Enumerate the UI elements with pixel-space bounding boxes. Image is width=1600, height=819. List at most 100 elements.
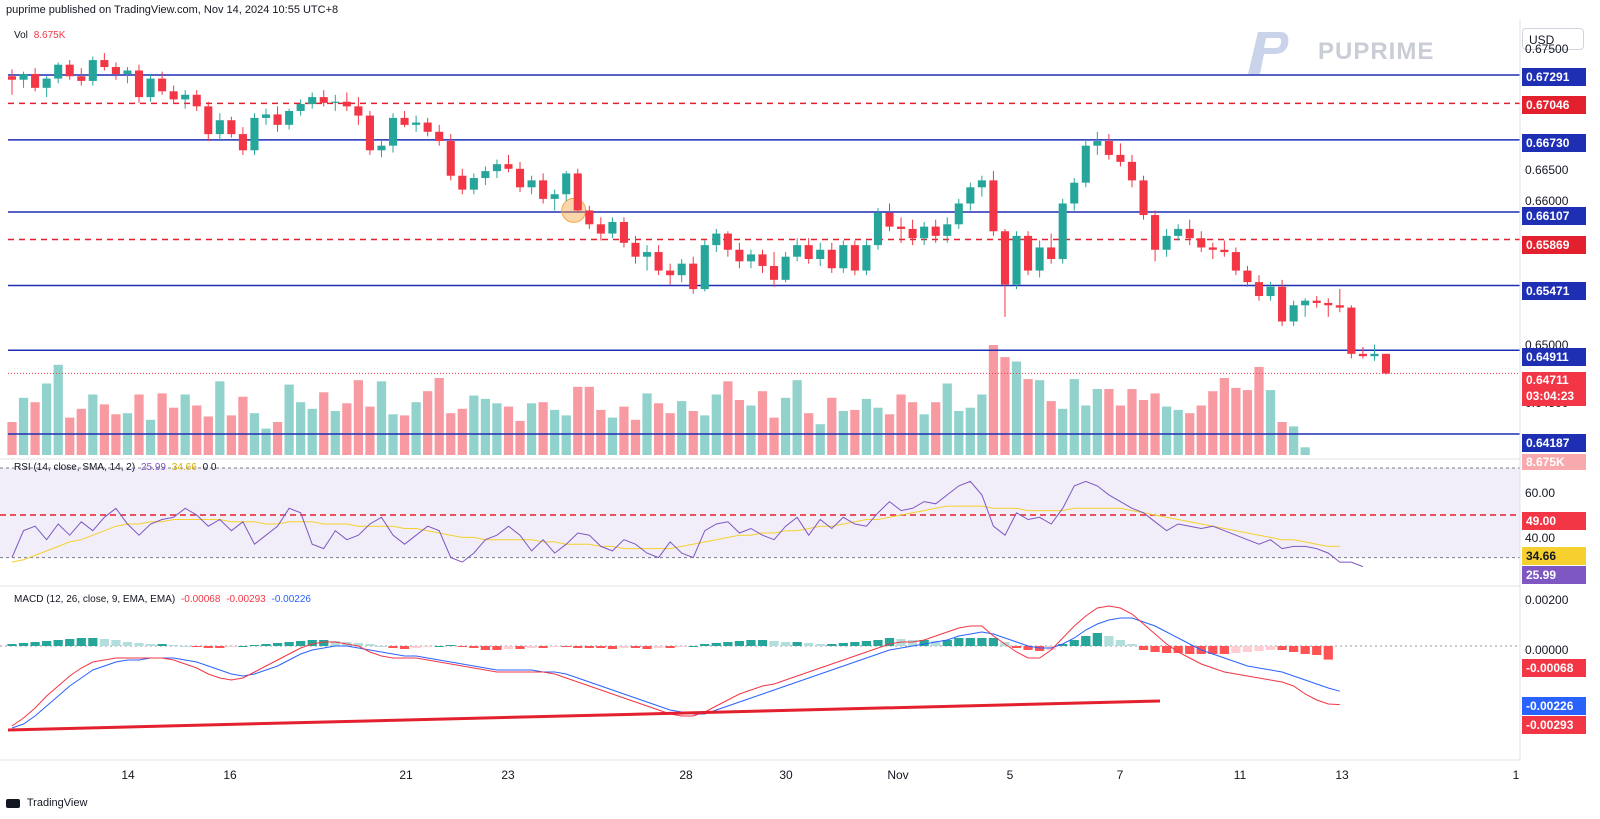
macd-histogram-bar [746,640,756,646]
candle-body [689,263,698,290]
macd-histogram-bar [272,643,283,646]
macd-histogram-bar [1173,646,1183,653]
macd-histogram-bar [480,646,491,650]
candle-body [989,180,998,232]
candle-body [700,245,709,290]
watermark-text: PUPRIME [1318,38,1435,65]
candle-body [354,106,363,116]
candle-body [435,131,444,142]
candle-body [920,226,929,239]
candle-body [596,224,605,234]
candle-body [1231,252,1240,271]
candle-body [250,117,259,151]
rsi-level-tag: 49.00 [1522,512,1586,530]
macd-histogram-bar [457,646,467,647]
volume-bar [1104,389,1114,455]
currency-selector[interactable]: USD [1522,28,1584,50]
macd-histogram-bar [88,638,98,646]
rsi-ma-legend-value: 34.66 [171,462,197,473]
macd-signal-legend-value: -0.00226 [271,594,311,605]
volume-bar [399,415,410,455]
volume-bar [365,406,375,455]
candle-body [134,70,144,98]
macd-histogram-bar [122,642,133,646]
macd-histogram-bar [757,640,768,646]
macd-histogram-bar [1219,646,1229,654]
macd-histogram-bar [1127,644,1137,646]
macd-histogram-bar [1208,646,1218,654]
level-tag: 0.67046 [1522,96,1586,114]
horizontal-levels [8,74,1520,435]
macd-histogram-bar [596,646,606,648]
candle-body [781,256,790,280]
macd-histogram-bar [1058,644,1068,646]
volume-bar [261,428,271,455]
volume-bar [596,409,606,455]
candle-body [261,114,271,118]
candle-body [562,173,571,195]
candle-body [388,117,398,146]
candle-body [885,212,894,227]
macd-histogram-bar [1254,646,1264,651]
candle-body [1035,247,1044,271]
volume-bar [1219,378,1229,455]
candle-body [1301,300,1310,306]
volume-bar [526,403,537,455]
macd-histogram-bar [665,646,675,648]
macd-histogram-bar [7,644,17,646]
volume-bar [838,411,848,455]
volume-bar [145,419,156,455]
macd-histogram-bar [723,642,733,646]
time-label: 7 [1116,768,1124,782]
candle-body [1335,305,1344,308]
tradingview-logo-icon [6,798,20,808]
volume-bar [319,392,329,455]
tradingview-label: TradingView [26,797,88,809]
pane-backgrounds [0,467,1520,559]
macd-histogram-bar [1185,646,1195,654]
volume-bar [134,394,144,455]
pane-separators [0,20,1521,761]
volume-bar [53,364,63,455]
volume-bar [561,415,571,455]
candle-body [1312,300,1321,303]
level-tag: 0.66730 [1522,134,1586,152]
macd-histogram-bar [711,643,721,646]
macd-hist-tag: -0.00068 [1522,659,1586,677]
candle-body [758,254,767,266]
volume-bar [226,415,236,455]
macd-histogram-bar [573,646,583,648]
volume-bar [65,417,75,455]
candle-body [77,76,86,81]
level-tag: 0.64187 [1522,434,1586,452]
volume-bar [954,411,964,455]
candle-body [285,110,294,125]
volume-bar [827,397,837,455]
candle-body [308,97,317,105]
volume-bar [353,380,364,455]
time-label: 23 [501,768,515,782]
macd-histogram-bar [1011,646,1022,648]
volume-bar [584,386,594,455]
macd-histogram-bar [838,643,848,646]
volume-bar [7,422,17,455]
volume-bar [88,394,98,455]
candle-body [458,175,467,190]
macd-histogram-bar [630,646,641,648]
volume-bar [1081,405,1091,455]
macd-histogram-bar [330,641,340,646]
macd-histogram-bar [1162,646,1172,653]
volume-bar [1069,379,1079,455]
volume-bar [1034,380,1045,455]
macd-histogram-bar [42,641,52,646]
volume-bar [18,397,29,455]
candlesticks [7,53,1391,375]
candle-body [192,94,201,107]
candle-body [1220,249,1229,253]
candle-body [793,245,802,257]
macd-histogram-bar [1289,646,1299,652]
candle-body [469,178,478,190]
candle-body [943,224,952,236]
volume-bar [1023,379,1033,455]
